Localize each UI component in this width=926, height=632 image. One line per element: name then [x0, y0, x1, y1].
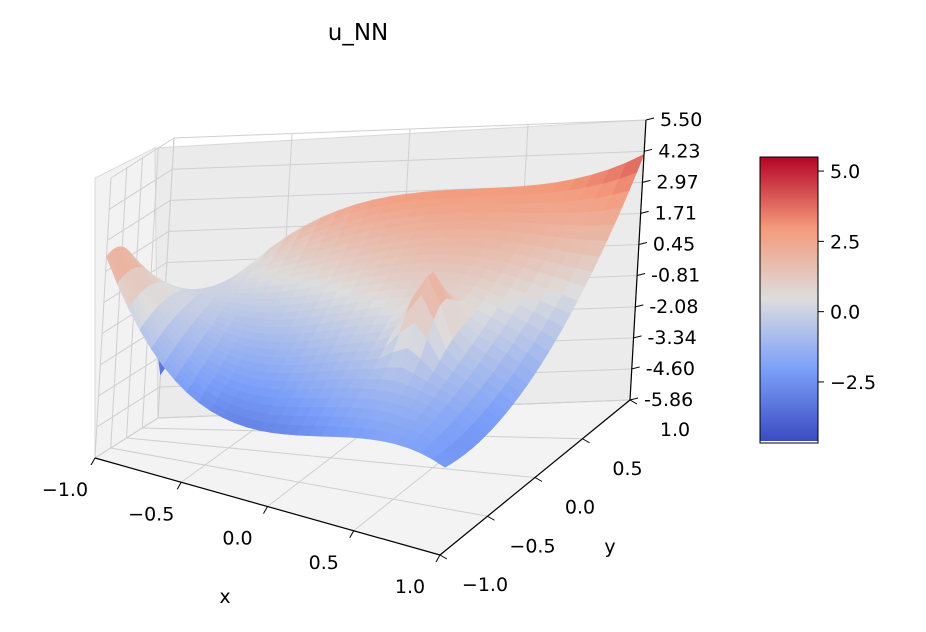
z-tick-mark [629, 397, 639, 401]
y-tick-label: 0.5 [612, 458, 642, 480]
colorbar-tick-label: −2.5 [830, 372, 876, 394]
grid-line [110, 167, 128, 449]
z-tick-mark [635, 304, 644, 308]
grid-line [173, 119, 647, 139]
x-tick-mark [176, 482, 182, 490]
grid-line [172, 150, 645, 170]
z-tick-label: -5.86 [644, 389, 693, 411]
colorbar-frame [759, 156, 819, 444]
z-tick-label: 5.50 [660, 109, 702, 131]
grid-line [94, 417, 159, 459]
colorbar-gradient [760, 157, 818, 441]
y-tick-mark [534, 477, 543, 482]
colorbar: 5.0 2.5 0.0 −2.5 [759, 156, 876, 444]
x-tick-label: −0.5 [128, 503, 174, 525]
y-ticks: −1.0−0.5 0.0 0.5 1.0 [439, 399, 690, 596]
z-tick-label: 2.97 [656, 171, 698, 193]
grid-line [98, 355, 162, 397]
x-tick-mark [435, 554, 441, 563]
z-tick-label: 4.23 [658, 140, 700, 162]
y-tick-mark [582, 438, 590, 444]
grid-line [126, 437, 536, 478]
chart-title: u_NN [328, 20, 389, 46]
colorbar-tick-label: 0.0 [830, 302, 860, 324]
z-tick-mark [644, 148, 653, 152]
y-axis-label: y [604, 536, 615, 558]
z-tick-mark [640, 210, 649, 214]
surface-patch [432, 454, 453, 468]
z-axis-line [629, 119, 647, 401]
grid-line [96, 386, 161, 428]
z-tick-label: 0.45 [653, 233, 695, 255]
y-tick-mark [487, 515, 495, 521]
grid-line [110, 137, 175, 179]
grid-line [107, 199, 171, 241]
z-tick-label: -0.81 [651, 265, 700, 287]
y-tick-mark [629, 399, 638, 405]
y-tick-label: −1.0 [462, 574, 508, 596]
z-tick-mark [638, 241, 648, 245]
z-tick-mark [642, 179, 651, 183]
x-tick-mark [263, 506, 268, 514]
z-ticks: 5.50 4.23 2.97 1.71 0.45 -0.81 -2.08 -3.34 -4.60… [629, 109, 702, 411]
x-tick-label: 1.0 [395, 576, 425, 598]
colorbar-tick-label: 5.0 [830, 161, 860, 183]
y-tick-mark [439, 554, 448, 560]
grid-line [94, 177, 112, 459]
colorbar-ticks: 5.0 2.5 0.0 −2.5 [818, 161, 876, 394]
x-axis-label: x [219, 586, 230, 608]
z-tick-label: -4.60 [646, 358, 695, 380]
x-tick-label: 0.5 [309, 552, 339, 574]
x-tick-mark [90, 457, 96, 466]
z-tick-mark [645, 117, 655, 121]
y-tick-label: 1.0 [660, 419, 690, 441]
z-tick-label: 1.71 [655, 202, 697, 224]
z-tick-mark [636, 273, 646, 277]
z-tick-label: -2.08 [649, 296, 698, 318]
colorbar-tick-label: 2.5 [830, 231, 860, 253]
z-tick-mark [633, 335, 642, 339]
x-tick-label: −1.0 [42, 479, 88, 501]
x-tick-label: 0.0 [222, 528, 252, 550]
y-tick-label: −0.5 [509, 535, 555, 557]
surface [106, 153, 645, 468]
x-tick-mark [349, 530, 355, 538]
z-tick-label: -3.34 [648, 327, 697, 349]
grid-line [108, 168, 173, 210]
y-tick-label: 0.0 [565, 497, 595, 519]
x-ticks: −1.0 −0.5 0.0 0.5 1.0 [42, 457, 441, 598]
z-tick-mark [631, 366, 640, 370]
